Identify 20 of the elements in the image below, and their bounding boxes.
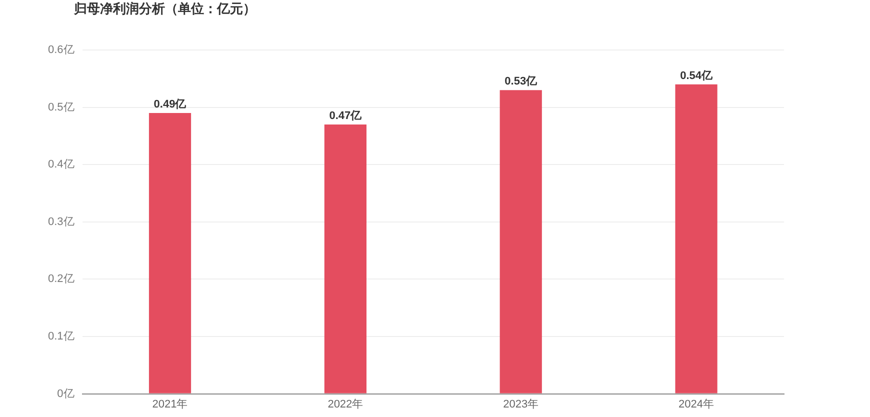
- x-tick-label: 2021年: [152, 398, 188, 410]
- data-label: 0.54亿: [680, 70, 714, 82]
- bar: [148, 113, 192, 394]
- bar: [500, 90, 542, 394]
- y-tick-label: 0.2亿: [48, 273, 74, 286]
- bar: [324, 124, 366, 394]
- data-label: 0.47亿: [329, 110, 363, 122]
- chart-title: 归母净利润分析（单位：亿元）: [74, 0, 256, 18]
- bar: [675, 84, 718, 394]
- y-tick-label: 0.4亿: [48, 158, 74, 171]
- x-tick-label: 2023年: [503, 398, 539, 410]
- x-tick-label: 2024年: [678, 398, 714, 410]
- data-label: 0.53亿: [504, 76, 538, 88]
- y-tick-label: 0.6亿: [48, 44, 74, 56]
- y-tick-label: 0.3亿: [48, 216, 74, 228]
- y-tick-label: 0.5亿: [48, 101, 74, 114]
- y-tick-label: 0亿: [57, 388, 74, 400]
- x-tick-label: 2022年: [328, 398, 364, 410]
- data-label: 0.49亿: [154, 98, 188, 111]
- y-tick-label: 0.1亿: [48, 330, 74, 343]
